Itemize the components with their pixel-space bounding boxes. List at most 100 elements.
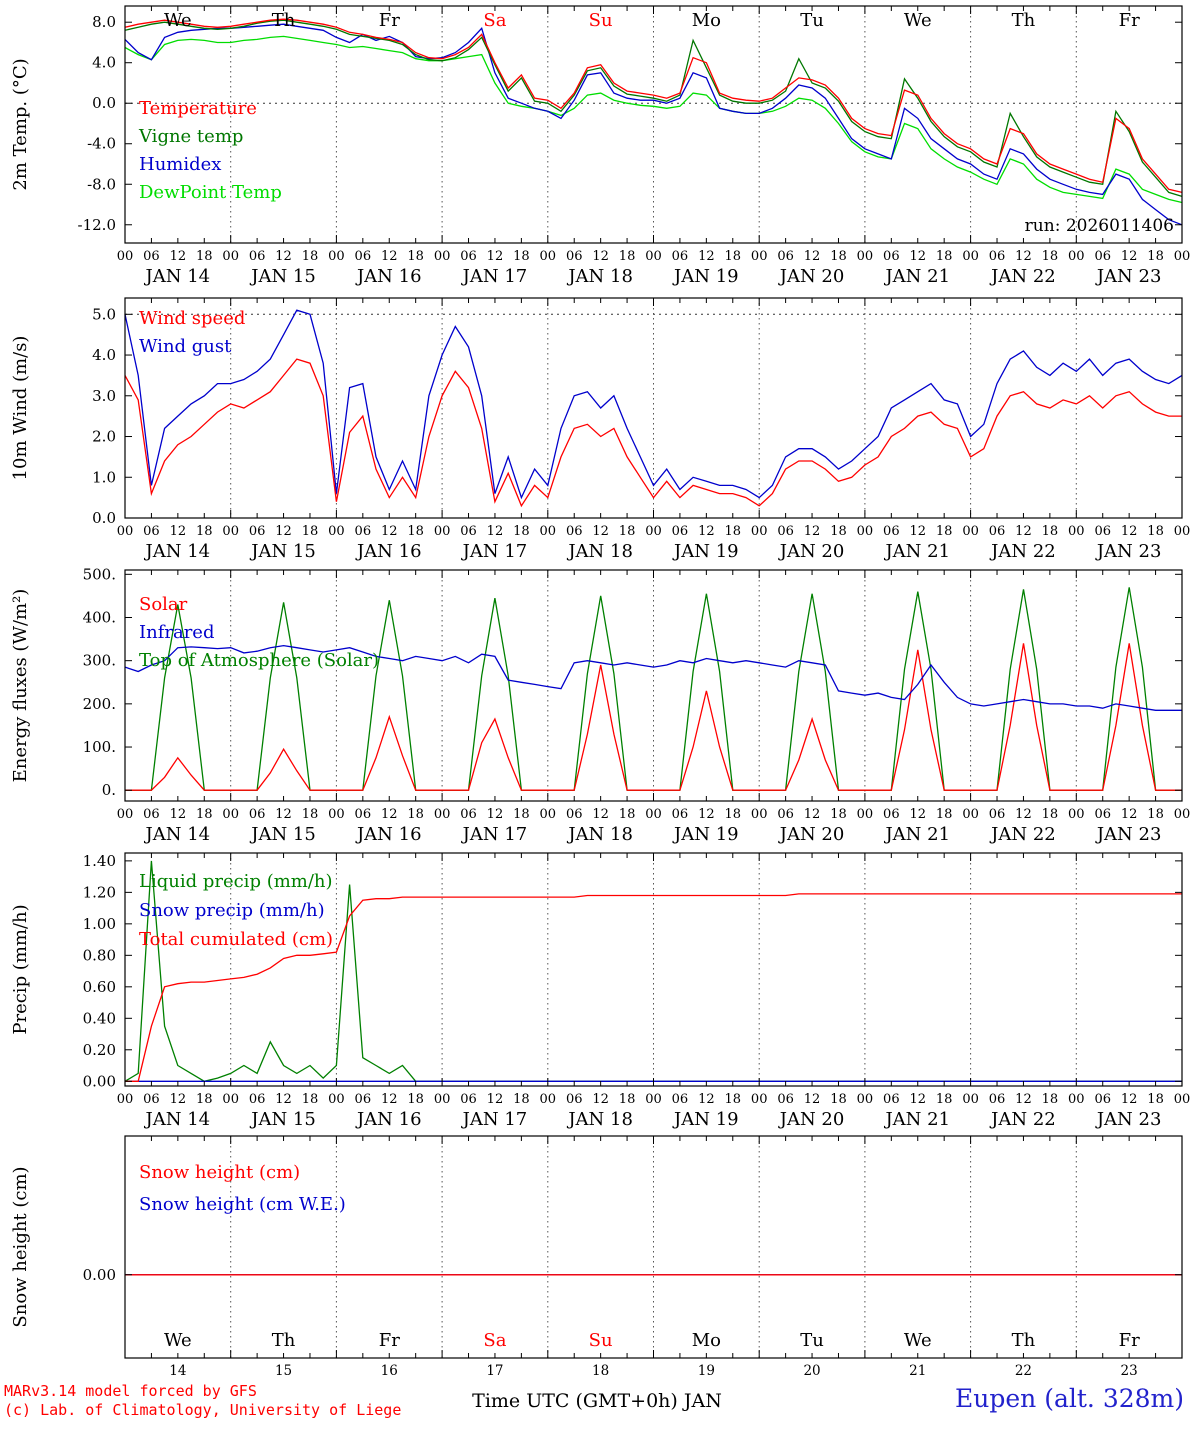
x-tick-label: 00: [1174, 807, 1191, 822]
series-dewpoint-temp: [124, 35, 1183, 204]
x-tick-label: 18: [513, 524, 530, 539]
x-tick-label: 18: [936, 524, 953, 539]
y-tick-label: -12.0: [78, 216, 116, 234]
x-tick-label: 06: [883, 524, 900, 539]
x-tick-label: 18: [196, 807, 213, 822]
day-name-label: Fr: [379, 1330, 400, 1351]
x-tick-label: 12: [1015, 1092, 1032, 1107]
day-name-label: Fr: [1119, 1330, 1140, 1351]
x-tick-label: 00: [117, 1092, 134, 1107]
x-tick-label: 12: [1121, 1092, 1138, 1107]
x-tick-label: 12: [804, 524, 821, 539]
x-tick-label: 00: [328, 1092, 345, 1107]
date-label: JAN 20: [778, 266, 845, 287]
time-axis-title: Time UTC (GMT+0h) JAN: [472, 1390, 722, 1412]
x-tick-label: 06: [1094, 249, 1111, 264]
x-tick-label: 12: [1015, 249, 1032, 264]
x-tick-label: 12: [487, 249, 504, 264]
x-tick-label: 06: [249, 1092, 266, 1107]
x-tick-label: 00: [857, 807, 874, 822]
x-tick-label: 12: [487, 807, 504, 822]
y-tick-label: 4.0: [92, 346, 116, 364]
legend-snow-precip-mm-h: Snow precip (mm/h): [139, 900, 325, 921]
x-tick-label: 18: [1147, 807, 1164, 822]
series-top-of-atmosphere-solar: [125, 587, 1182, 791]
run-label: run: 2026011406: [1025, 216, 1174, 236]
x-tick-label: 06: [989, 807, 1006, 822]
x-tick-label: 18: [725, 249, 742, 264]
day-name-label: Mo: [692, 10, 721, 31]
date-label: JAN 22: [989, 266, 1056, 287]
x-tick-label: 06: [249, 249, 266, 264]
x-tick-label: 00: [434, 524, 451, 539]
date-label: JAN 18: [566, 541, 633, 562]
x-tick-label: 18: [302, 1092, 319, 1107]
x-tick-label: 18: [407, 1092, 424, 1107]
x-tick-label: 00: [857, 249, 874, 264]
y-tick-label: 0.80: [83, 946, 116, 964]
x-tick-label: 18: [1042, 1092, 1059, 1107]
legend-liquid-precip-mm-h: Liquid precip (mm/h): [139, 871, 333, 892]
date-label: JAN 21: [883, 824, 950, 845]
x-tick-label: 06: [883, 807, 900, 822]
x-tick-label: 18: [302, 524, 319, 539]
date-label: JAN 18: [566, 1109, 633, 1130]
day-name-label: Sa: [483, 10, 506, 31]
y-tick-label: 5.0: [92, 305, 116, 323]
day-name-label: We: [904, 1330, 932, 1351]
y-axis-title: 10m Wind (m/s): [10, 336, 31, 481]
x-tick-label: 00: [645, 807, 662, 822]
day-number-label: 19: [698, 1363, 715, 1379]
x-tick-label: 06: [672, 807, 689, 822]
day-name-label: We: [164, 10, 192, 31]
x-tick-label: 12: [381, 1092, 398, 1107]
x-tick-label: 18: [196, 249, 213, 264]
date-label: JAN 21: [883, 541, 950, 562]
x-tick-label: 06: [143, 524, 160, 539]
x-tick-label: 06: [672, 249, 689, 264]
y-tick-label: 0.60: [83, 978, 116, 996]
x-tick-label: 06: [777, 807, 794, 822]
x-tick-label: 06: [1094, 807, 1111, 822]
x-tick-label: 00: [540, 249, 557, 264]
x-tick-label: 06: [777, 249, 794, 264]
y-tick-label: 0.00: [83, 1266, 116, 1284]
y-tick-label: 3.0: [92, 387, 116, 405]
y-tick-label: 0.0: [92, 509, 116, 527]
x-tick-label: 18: [936, 1092, 953, 1107]
x-tick-label: 06: [777, 524, 794, 539]
x-tick-label: 00: [645, 1092, 662, 1107]
x-tick-label: 06: [249, 807, 266, 822]
x-tick-label: 00: [222, 249, 239, 264]
day-number-label: 23: [1121, 1363, 1138, 1379]
x-tick-label: 00: [434, 249, 451, 264]
x-tick-label: 00: [328, 249, 345, 264]
y-tick-label: 200.: [83, 695, 116, 713]
y-tick-label: 0.40: [83, 1009, 116, 1027]
x-tick-label: 00: [434, 807, 451, 822]
x-tick-label: 12: [170, 807, 187, 822]
x-tick-label: 00: [1068, 249, 1085, 264]
date-label: JAN 17: [461, 824, 528, 845]
y-tick-label: 1.40: [83, 852, 116, 870]
x-tick-label: 00: [1068, 524, 1085, 539]
model-credit-line1: MARv3.14 model forced by GFS: [4, 1382, 257, 1400]
x-tick-label: 06: [883, 249, 900, 264]
day-number-label: 22: [1015, 1363, 1032, 1379]
x-tick-label: 00: [328, 524, 345, 539]
day-name-label: We: [904, 10, 932, 31]
date-label: JAN 15: [249, 1109, 316, 1130]
date-label: JAN 23: [1095, 824, 1162, 845]
day-name-label: Sa: [483, 1330, 506, 1351]
day-name-label: Fr: [1119, 10, 1140, 31]
day-number-label: 17: [486, 1363, 503, 1379]
day-number-label: 20: [803, 1363, 820, 1379]
x-tick-label: 00: [328, 807, 345, 822]
x-tick-label: 18: [619, 249, 636, 264]
date-label: JAN 21: [883, 1109, 950, 1130]
x-tick-label: 18: [619, 807, 636, 822]
date-label: JAN 19: [672, 824, 739, 845]
x-tick-label: 00: [962, 249, 979, 264]
x-tick-label: 06: [355, 524, 372, 539]
x-tick-label: 18: [725, 807, 742, 822]
